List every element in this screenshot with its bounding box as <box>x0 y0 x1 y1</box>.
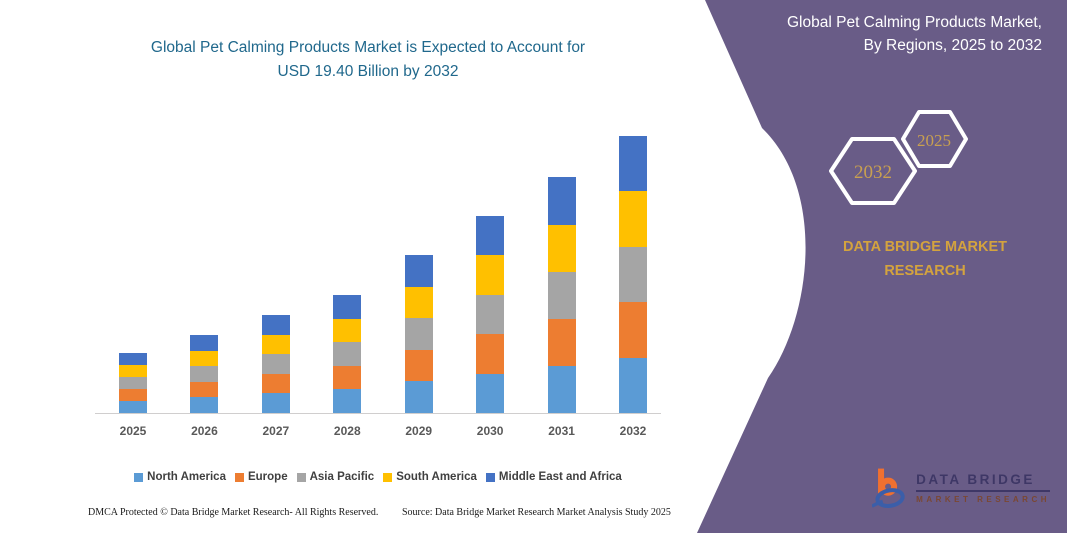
legend-item-middle-east-and-africa: Middle East and Africa <box>485 471 622 483</box>
bar-segment-south-america <box>190 350 219 367</box>
stacked-bar-2030 <box>476 215 505 413</box>
bar-segment-europe <box>547 318 576 366</box>
bar-segment-north-america <box>619 357 647 413</box>
bar-segment-europe <box>119 389 147 402</box>
hexagon-2032: 2032 <box>829 137 917 205</box>
legend-label: South America <box>396 471 477 483</box>
bar-segment-middle-east-and-africa <box>476 215 505 256</box>
stacked-bar-2032 <box>619 136 647 413</box>
stacked-bar-2027 <box>261 315 290 413</box>
legend-item-asia-pacific: Asia Pacific <box>296 471 375 483</box>
bar-segment-north-america <box>476 373 505 413</box>
legend-label: Asia Pacific <box>309 471 375 483</box>
chart-title-line1: Global Pet Calming Products Market is Ex… <box>150 39 586 56</box>
hexagon-2025-label: 2025 <box>917 131 951 150</box>
year-hexagons: 2032 2025 <box>829 110 968 205</box>
bar-segment-asia-pacific <box>404 318 433 350</box>
legend-item-europe: Europe <box>234 471 288 483</box>
legend-label: Middle East and Africa <box>498 471 622 483</box>
logo-subtitle: MARKET RESEARCH <box>916 495 1050 504</box>
legend-item-north-america: North America <box>134 471 226 483</box>
bar-segment-asia-pacific <box>261 354 290 374</box>
bar-segment-asia-pacific <box>619 246 647 303</box>
bar-segment-middle-east-and-africa <box>119 353 147 366</box>
bar-segment-middle-east-and-africa <box>404 255 433 287</box>
stacked-bar-2026 <box>190 335 219 413</box>
x-axis-label-2029: 2029 <box>405 424 433 438</box>
legend: North America Europe Asia Pacific South Ame… <box>80 471 676 483</box>
bar-segment-south-america <box>547 224 576 272</box>
bar-segment-asia-pacific <box>333 342 362 366</box>
legend-swatch <box>296 472 306 482</box>
bar-segment-europe <box>261 373 290 394</box>
bar-segment-middle-east-and-africa <box>333 295 362 319</box>
legend-item-south-america: South America <box>383 471 477 483</box>
bar-segment-north-america <box>119 401 147 413</box>
bar-segment-north-america <box>190 397 219 413</box>
bar-segment-north-america <box>261 393 290 413</box>
brand-line2: RESEARCH <box>884 262 966 279</box>
stacked-bar-2025 <box>119 353 147 413</box>
hexagon-2032-label: 2032 <box>854 162 892 183</box>
x-axis-label-2025: 2025 <box>119 424 147 438</box>
legend-label: Europe <box>247 471 288 483</box>
bar-segment-middle-east-and-africa <box>190 335 219 351</box>
logo-text: DATA BRIDGE MARKET RESEARCH <box>916 472 1050 504</box>
brand-line1: DATA BRIDGE MARKET <box>842 239 1008 255</box>
x-axis-label-2031: 2031 <box>548 424 575 438</box>
bar-segment-europe <box>619 302 647 358</box>
panel-title-line2: By Regions, 2025 to 2032 <box>863 37 1042 54</box>
x-axis-label-2027: 2027 <box>262 424 290 438</box>
stacked-bar-2028 <box>333 295 362 413</box>
bar-segment-south-america <box>476 255 505 295</box>
bar-segment-asia-pacific <box>190 366 219 382</box>
hexagon-2025: 2025 <box>901 110 968 168</box>
bar-segment-south-america <box>333 318 362 343</box>
legend-swatch <box>134 472 144 482</box>
x-axis-label-2032: 2032 <box>619 424 647 438</box>
plot-area <box>95 115 661 414</box>
bar-segment-europe <box>404 349 433 382</box>
bar-segment-asia-pacific <box>476 294 505 335</box>
legend-swatch <box>485 472 495 482</box>
brand-wordmark: DATA BRIDGE MARKET RESEARCH <box>795 236 1055 284</box>
company-logo: DATA BRIDGE MARKET RESEARCH <box>872 456 1050 520</box>
bar-segment-europe <box>190 381 219 398</box>
bar-segment-south-america <box>619 191 647 247</box>
legend-swatch <box>234 472 244 482</box>
bar-segment-south-america <box>119 365 147 378</box>
x-axis-label-2028: 2028 <box>333 424 361 438</box>
bar-segment-north-america <box>404 381 433 413</box>
bar-segment-north-america <box>547 365 576 413</box>
x-axis: 2025 2026 2027 2028 2029 2030 2031 2032 <box>95 424 661 444</box>
footer-source-text: Source: Data Bridge Market Research Mark… <box>402 507 671 518</box>
x-axis-label-2026: 2026 <box>191 424 218 438</box>
x-axis-label-2030: 2030 <box>476 424 504 438</box>
chart-title: Global Pet Calming Products Market is Ex… <box>88 36 648 84</box>
bar-segment-asia-pacific <box>547 271 576 319</box>
bar-segment-north-america <box>333 389 362 413</box>
stacked-bar-2031 <box>547 177 576 413</box>
bar-segment-middle-east-and-africa <box>261 315 290 335</box>
legend-swatch <box>383 472 393 482</box>
data-bridge-logo-icon <box>872 468 905 508</box>
footer: DMCA Protected © Data Bridge Market Rese… <box>0 507 700 527</box>
panel-title-line1: Global Pet Calming Products Market, <box>787 14 1042 31</box>
panel-title: Global Pet Calming Products Market, By R… <box>712 11 1042 57</box>
logo-name: DATA BRIDGE <box>916 472 1050 492</box>
bar-segment-south-america <box>404 286 433 319</box>
bar-segment-south-america <box>261 334 290 355</box>
bar-segment-asia-pacific <box>119 377 147 390</box>
bar-segment-middle-east-and-africa <box>619 136 647 192</box>
chart-title-line2: USD 19.40 Billion by 2032 <box>277 63 459 81</box>
legend-label: North America <box>147 471 226 483</box>
footer-dmca-text: DMCA Protected © Data Bridge Market Rese… <box>88 507 379 518</box>
bar-segment-europe <box>333 365 362 390</box>
stacked-bar-2029 <box>404 255 433 413</box>
bar-segment-middle-east-and-africa <box>547 177 576 225</box>
bar-segment-europe <box>476 334 505 374</box>
